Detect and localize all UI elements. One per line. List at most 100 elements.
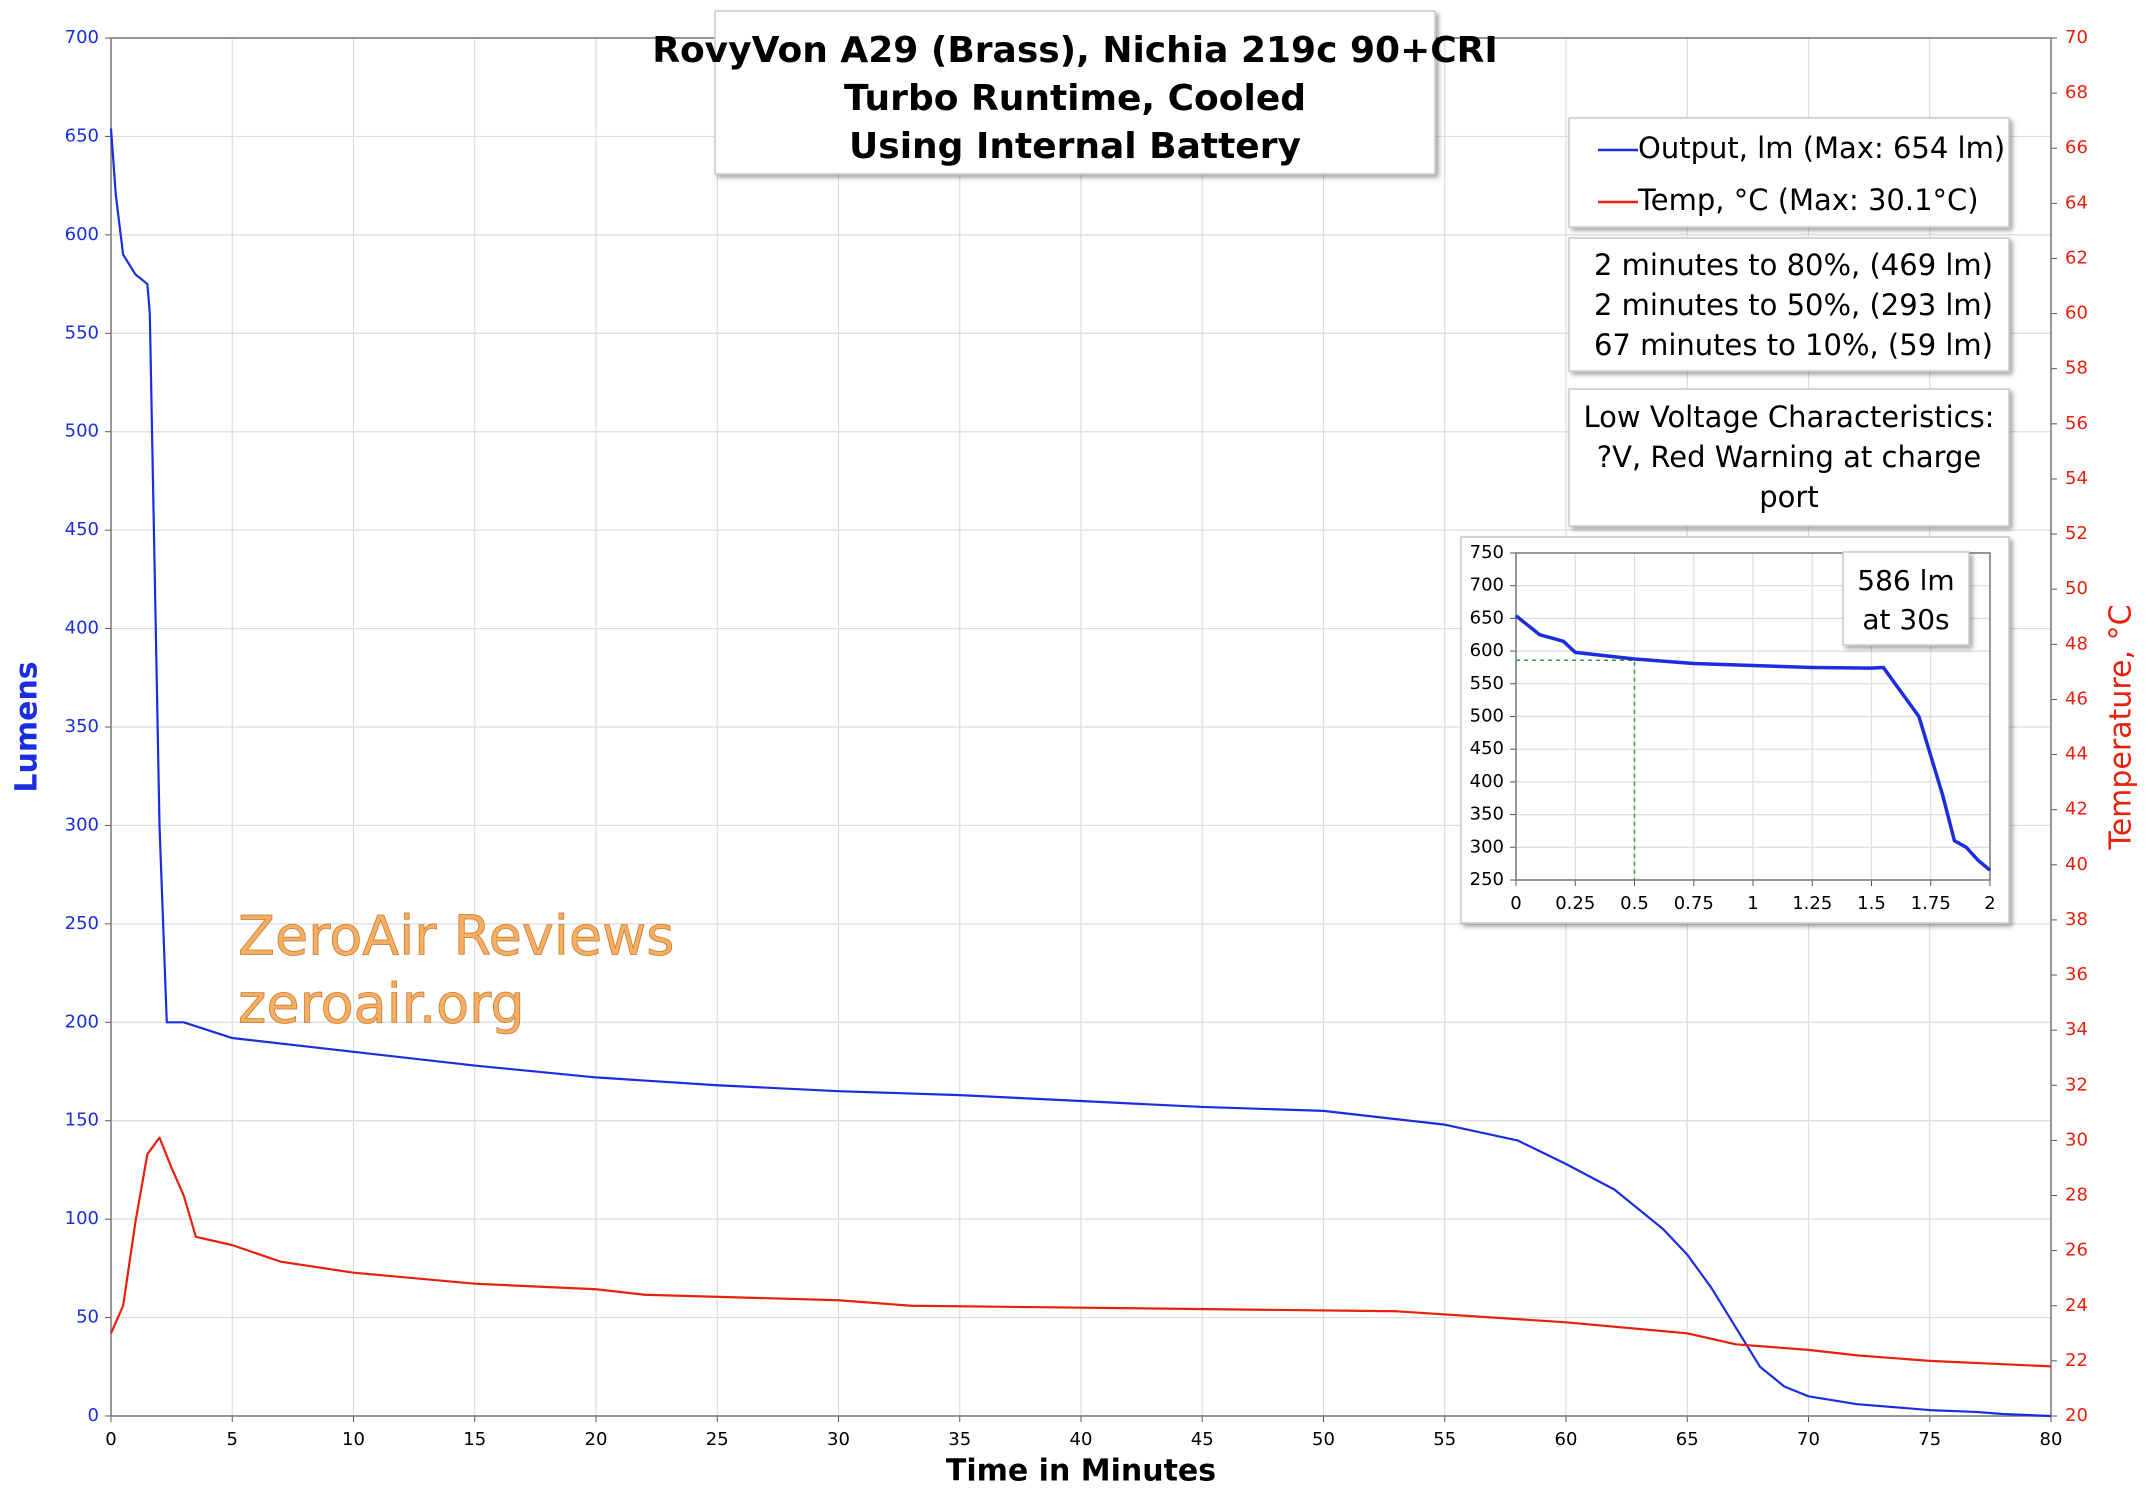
y2-tick-label: 28 xyxy=(2065,1185,2088,1206)
y2-tick-label: 54 xyxy=(2065,468,2088,489)
x-tick-label: 45 xyxy=(1191,1429,1214,1450)
title-box xyxy=(714,10,1436,175)
y2-tick-label: 36 xyxy=(2065,964,2088,985)
y-tick-label: 700 xyxy=(1470,575,1504,596)
x-axis-label: Time in Minutes xyxy=(946,1454,1216,1489)
y-tick-label: 300 xyxy=(65,814,99,835)
x-tick-label: 55 xyxy=(1433,1429,1456,1450)
low-voltage-line: port xyxy=(1759,480,1818,514)
y2-tick-label: 68 xyxy=(2065,82,2088,103)
x-tick-label: 30 xyxy=(827,1429,850,1450)
plot-frame xyxy=(1515,552,1991,881)
inset-annotation: at 30s xyxy=(1862,603,1949,636)
x-tick-label: 0.75 xyxy=(1674,893,1714,914)
low-voltage-line: Low Voltage Characteristics: xyxy=(1584,400,1995,434)
y-tick-label: 600 xyxy=(1470,640,1504,661)
x-tick-label: 20 xyxy=(585,1429,608,1450)
legend-label: Temp, °C (Max: 30.1°C) xyxy=(1637,183,1979,217)
reference-line xyxy=(1516,659,1636,880)
x-tick-label: 5 xyxy=(227,1429,238,1450)
legend-box xyxy=(1568,117,2010,228)
series-line xyxy=(1514,614,1992,872)
y-tick-label: 700 xyxy=(65,27,99,48)
y2-tick-label: 52 xyxy=(2065,523,2088,544)
x-tick-label: 25 xyxy=(706,1429,729,1450)
y-tick-label: 200 xyxy=(65,1011,99,1032)
y-tick-label: 550 xyxy=(65,322,99,343)
y-tick-label: 350 xyxy=(65,716,99,737)
y-tick-label: 450 xyxy=(65,519,99,540)
y2-tick-label: 58 xyxy=(2065,358,2088,379)
x-tick-label: 70 xyxy=(1797,1429,1820,1450)
x-tick-label: 50 xyxy=(1312,1429,1335,1450)
x-tick-label: 2 xyxy=(1984,893,1995,914)
chart-title: RovyVon A29 (Brass), Nichia 219c 90+CRI xyxy=(652,30,1498,71)
x-tick-label: 80 xyxy=(2040,1429,2063,1450)
stats-line: 67 minutes to 10%, (59 lm) xyxy=(1594,328,1993,362)
y-tick-label: 250 xyxy=(65,913,99,934)
low-voltage-line: ?V, Red Warning at charge xyxy=(1597,440,1982,474)
x-tick-label: 35 xyxy=(948,1429,971,1450)
y2-tick-label: 46 xyxy=(2065,688,2088,709)
y2-tick-label: 70 xyxy=(2065,27,2088,48)
y-tick-label: 150 xyxy=(65,1110,99,1131)
y2-tick-label: 22 xyxy=(2065,1350,2088,1371)
series-line xyxy=(109,128,2052,1418)
y-tick-label: 650 xyxy=(65,125,99,146)
y2-tick-label: 26 xyxy=(2065,1240,2088,1261)
y2-tick-label: 42 xyxy=(2065,799,2088,820)
y-tick-label: 500 xyxy=(1470,706,1504,727)
x-tick-label: 1 xyxy=(1747,893,1758,914)
x-tick-label: 0 xyxy=(1510,893,1521,914)
series-line xyxy=(109,1136,2052,1368)
y-tick-label: 250 xyxy=(1470,869,1504,890)
y-tick-label: 600 xyxy=(65,224,99,245)
watermark: ZeroAir Reviews xyxy=(238,905,674,968)
x-tick-label: 40 xyxy=(1070,1429,1093,1450)
y2-tick-label: 50 xyxy=(2065,578,2088,599)
y2-tick-label: 40 xyxy=(2065,854,2088,875)
y2-tick-label: 64 xyxy=(2065,192,2088,213)
x-tick-label: 1.75 xyxy=(1911,893,1951,914)
x-tick-label: 65 xyxy=(1676,1429,1699,1450)
inset-annotation: 586 lm xyxy=(1857,564,1954,597)
x-tick-label: 0.5 xyxy=(1620,893,1649,914)
y2-tick-label: 24 xyxy=(2065,1295,2088,1316)
y2-tick-label: 56 xyxy=(2065,413,2088,434)
chart-title: Turbo Runtime, Cooled xyxy=(844,78,1306,119)
stats-line: 2 minutes to 50%, (293 lm) xyxy=(1594,288,1993,322)
y-tick-label: 750 xyxy=(1470,542,1504,563)
y-tick-label: 550 xyxy=(1470,673,1504,694)
y2-tick-label: 34 xyxy=(2065,1019,2088,1040)
y-tick-label: 0 xyxy=(88,1405,99,1426)
watermark: zeroair.org xyxy=(238,973,525,1036)
y-tick-label: 350 xyxy=(1470,804,1504,825)
y2-tick-label: 32 xyxy=(2065,1074,2088,1095)
y2-axis-label: Temperature, °C xyxy=(2104,604,2139,850)
y-tick-label: 400 xyxy=(65,618,99,639)
y2-tick-label: 48 xyxy=(2065,633,2088,654)
legend-label: Output, lm (Max: 654 lm) xyxy=(1638,131,2005,165)
y-tick-label: 400 xyxy=(1470,771,1504,792)
y-axis-label: Lumens xyxy=(10,661,45,792)
x-tick-label: 1.5 xyxy=(1857,893,1886,914)
x-tick-label: 1.25 xyxy=(1792,893,1832,914)
x-tick-label: 0 xyxy=(105,1429,116,1450)
y-tick-label: 500 xyxy=(65,421,99,442)
y-tick-label: 100 xyxy=(65,1208,99,1229)
y2-tick-label: 60 xyxy=(2065,303,2088,324)
y2-tick-label: 38 xyxy=(2065,909,2088,930)
low-voltage-box xyxy=(1568,388,2010,527)
inset-annotation-box xyxy=(1842,551,1970,646)
y2-tick-label: 20 xyxy=(2065,1405,2088,1426)
chart-title: Using Internal Battery xyxy=(849,126,1301,167)
x-tick-label: 0.25 xyxy=(1555,893,1595,914)
y-tick-label: 650 xyxy=(1470,607,1504,628)
x-tick-label: 10 xyxy=(342,1429,365,1450)
x-tick-label: 60 xyxy=(1555,1429,1578,1450)
y-tick-label: 300 xyxy=(1470,836,1504,857)
stats-line: 2 minutes to 80%, (469 lm) xyxy=(1594,248,1993,282)
y2-tick-label: 66 xyxy=(2065,137,2088,158)
